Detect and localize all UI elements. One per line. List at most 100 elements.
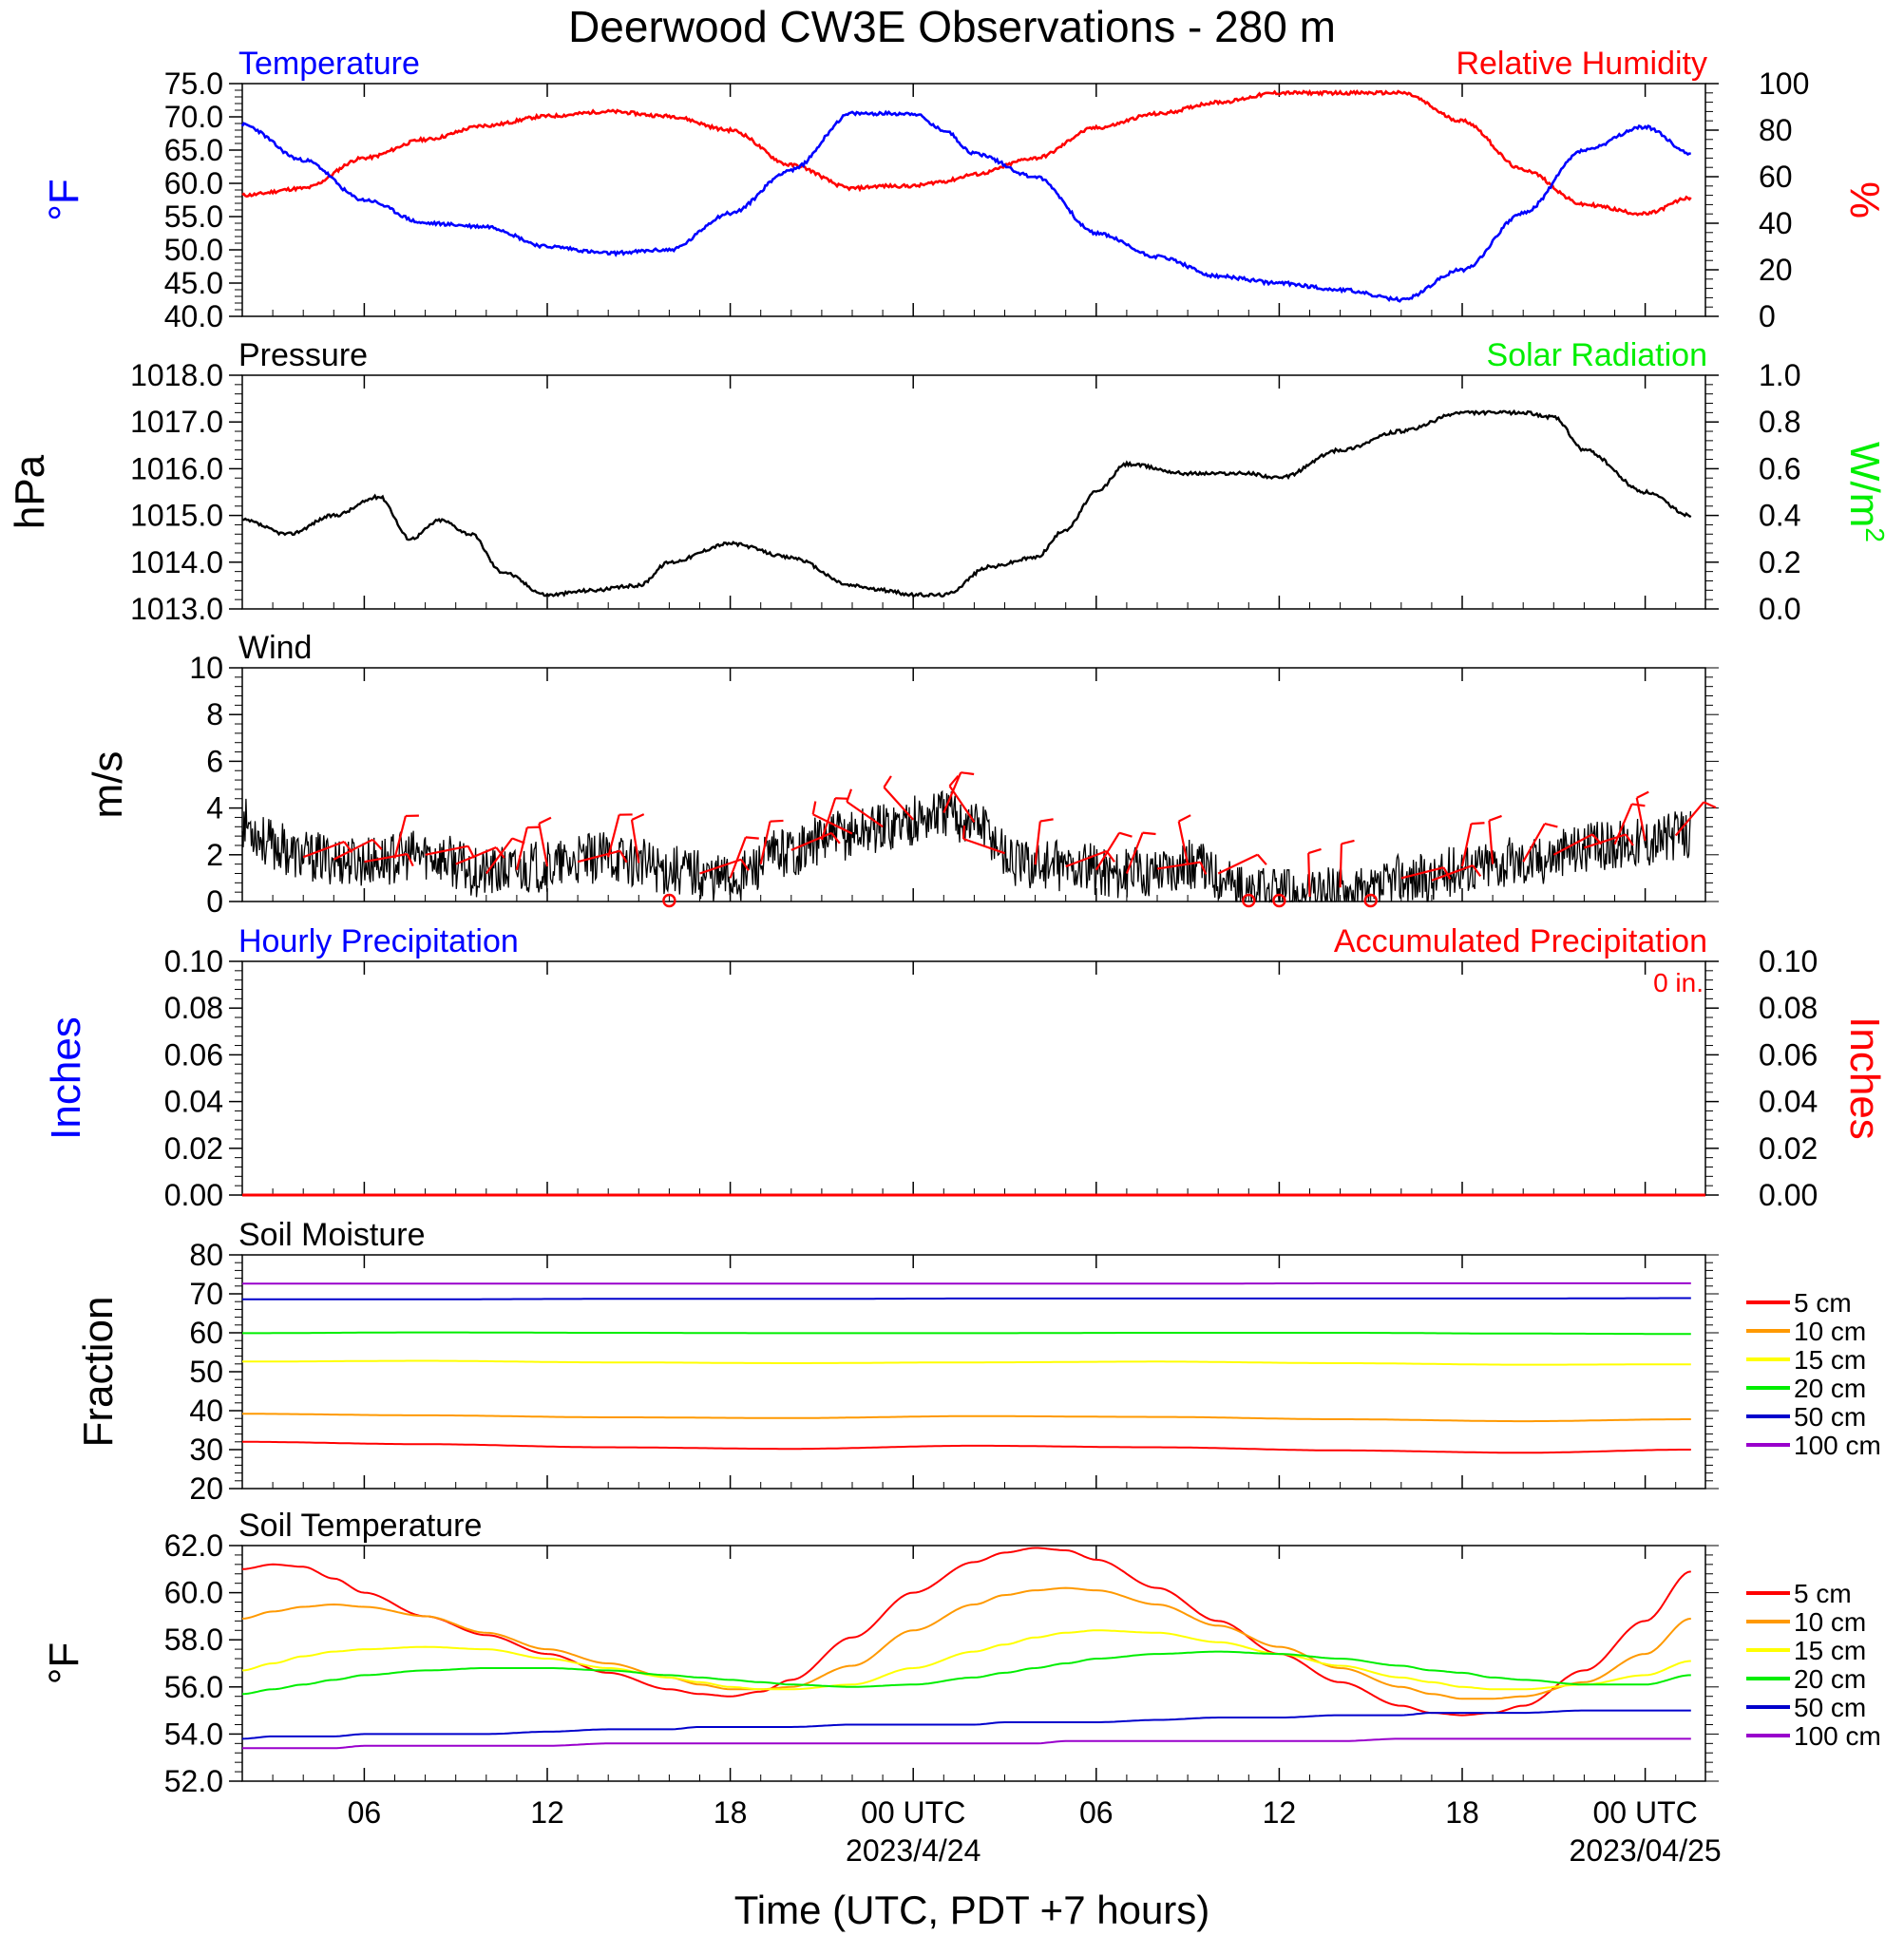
wind-barb — [1523, 824, 1545, 862]
right-unit-label: W/m2 — [1841, 442, 1890, 542]
legend-label: 50 cm — [1794, 1693, 1866, 1722]
left-tick-label: 65.0 — [164, 133, 223, 167]
legend-label: 10 cm — [1794, 1317, 1866, 1346]
wind-barb-flag — [961, 772, 974, 774]
left-tick-label: 1018.0 — [130, 358, 223, 392]
x-date-label: 2023/4/24 — [846, 1833, 981, 1868]
left-tick-label: 75.0 — [164, 66, 223, 101]
panel-left-title: Temperature — [238, 46, 420, 82]
legend-label: 15 cm — [1794, 1345, 1866, 1375]
left-tick-label: 20 — [189, 1471, 223, 1506]
accumulated-total: 0 in. — [1653, 968, 1704, 997]
x-axis-label: Time (UTC, PDT +7 hours) — [734, 1888, 1210, 1932]
wind-barb-flag — [1489, 816, 1501, 821]
panel-left-title: Pressure — [238, 337, 368, 373]
series-depth-20cm — [242, 1333, 1691, 1335]
x-tick-label: 18 — [1445, 1795, 1479, 1830]
panel-left-title: Soil Moisture — [238, 1217, 426, 1253]
legend-label: 10 cm — [1794, 1607, 1866, 1637]
series-depth-5cm — [242, 1442, 1691, 1453]
legend-label: 5 cm — [1794, 1579, 1852, 1608]
series-depth-5cm — [242, 1548, 1691, 1716]
left-unit-label: m/s — [85, 751, 131, 819]
x-tick-label: 00 UTC — [861, 1795, 965, 1830]
left-tick-label: 1016.0 — [130, 451, 223, 485]
x-tick-label: 06 — [348, 1795, 382, 1830]
wind-barb-flag — [1637, 792, 1649, 798]
wind-barb-flag — [1119, 833, 1132, 837]
panel-pressure: 1018.01017.01016.01015.01014.01013.01.00… — [7, 337, 1890, 626]
panel-precip: 0.100.080.060.040.020.000.100.080.060.04… — [43, 923, 1888, 1212]
left-tick-label: 45.0 — [164, 266, 223, 300]
right-tick-label: 20 — [1759, 253, 1793, 287]
left-tick-label: 0.02 — [164, 1131, 223, 1166]
legend-label: 50 cm — [1794, 1402, 1866, 1432]
left-tick-label: 1014.0 — [130, 545, 223, 579]
left-tick-label: 56.0 — [164, 1670, 223, 1704]
left-tick-label: 1017.0 — [130, 405, 223, 439]
left-tick-label: 1013.0 — [130, 592, 223, 626]
left-unit-label: Fraction — [75, 1297, 122, 1448]
chart-title: Deerwood CW3E Observations - 280 m — [568, 2, 1336, 51]
wind-barb-flag — [539, 818, 551, 824]
right-tick-label: 60 — [1759, 160, 1793, 194]
plot-frame — [242, 1255, 1705, 1489]
wind-barb — [1462, 824, 1472, 866]
wind-barb-flag — [1258, 855, 1266, 865]
x-tick-label: 12 — [530, 1795, 564, 1830]
wind-barb-flag — [771, 821, 784, 822]
right-unit-label: Inches — [1841, 1016, 1888, 1140]
wind-barb-flag — [884, 776, 891, 788]
legend-label: 100 cm — [1794, 1431, 1881, 1460]
left-tick-label: 0.08 — [164, 991, 223, 1025]
wind-barb-flag — [1472, 823, 1485, 824]
left-tick-label: 50 — [189, 1355, 223, 1389]
panel-temp_rh: 75.070.065.060.055.050.045.040.010080604… — [41, 46, 1888, 333]
x-tick-label: 12 — [1263, 1795, 1297, 1830]
wind-barb-flag — [746, 837, 759, 838]
series-wind-speed — [242, 791, 1690, 902]
wind-barb-flag — [632, 814, 644, 820]
right-tick-label: 0.2 — [1759, 545, 1800, 579]
left-tick-label: 0.06 — [164, 1037, 223, 1072]
series-depth-15cm — [242, 1630, 1691, 1689]
series-relative-humidity — [242, 91, 1691, 215]
left-tick-label: 2 — [206, 838, 223, 872]
wind-barb-flag — [1040, 819, 1054, 821]
series-pressure — [242, 411, 1691, 597]
series-depth-100cm — [242, 1738, 1691, 1748]
left-tick-label: 50.0 — [164, 233, 223, 267]
left-tick-label: 0 — [206, 884, 223, 919]
series-temperature — [242, 112, 1691, 301]
wind-barb — [539, 824, 547, 866]
series-depth-15cm — [242, 1361, 1691, 1365]
right-tick-label: 0.8 — [1759, 405, 1800, 439]
wind-barb-flag — [847, 789, 851, 802]
left-unit-label: Inches — [43, 1016, 89, 1140]
wind-barb — [1127, 833, 1143, 874]
left-tick-label: 10 — [189, 651, 223, 685]
left-tick-label: 60.0 — [164, 1576, 223, 1610]
legend-label: 20 cm — [1794, 1664, 1866, 1694]
x-tick-label: 00 UTC — [1592, 1795, 1697, 1830]
left-tick-label: 58.0 — [164, 1623, 223, 1657]
left-tick-label: 60 — [189, 1316, 223, 1350]
left-tick-label: 8 — [206, 697, 223, 731]
wind-barb-flag — [1545, 824, 1558, 826]
left-tick-label: 40.0 — [164, 299, 223, 333]
right-tick-label: 0.4 — [1759, 499, 1800, 533]
legend-label: 100 cm — [1794, 1721, 1881, 1751]
left-tick-label: 0.10 — [164, 944, 223, 978]
left-tick-label: 52.0 — [164, 1764, 223, 1798]
right-tick-label: 0.06 — [1759, 1037, 1818, 1072]
x-tick-label: 06 — [1079, 1795, 1114, 1830]
left-tick-label: 1015.0 — [130, 499, 223, 533]
right-unit-label: % — [1841, 181, 1888, 218]
wind-barb-flag — [1342, 841, 1355, 844]
right-tick-label: 0.04 — [1759, 1085, 1818, 1119]
right-tick-label: 0.6 — [1759, 451, 1800, 485]
right-tick-label: 0 — [1759, 299, 1776, 333]
left-tick-label: 70 — [189, 1277, 223, 1311]
